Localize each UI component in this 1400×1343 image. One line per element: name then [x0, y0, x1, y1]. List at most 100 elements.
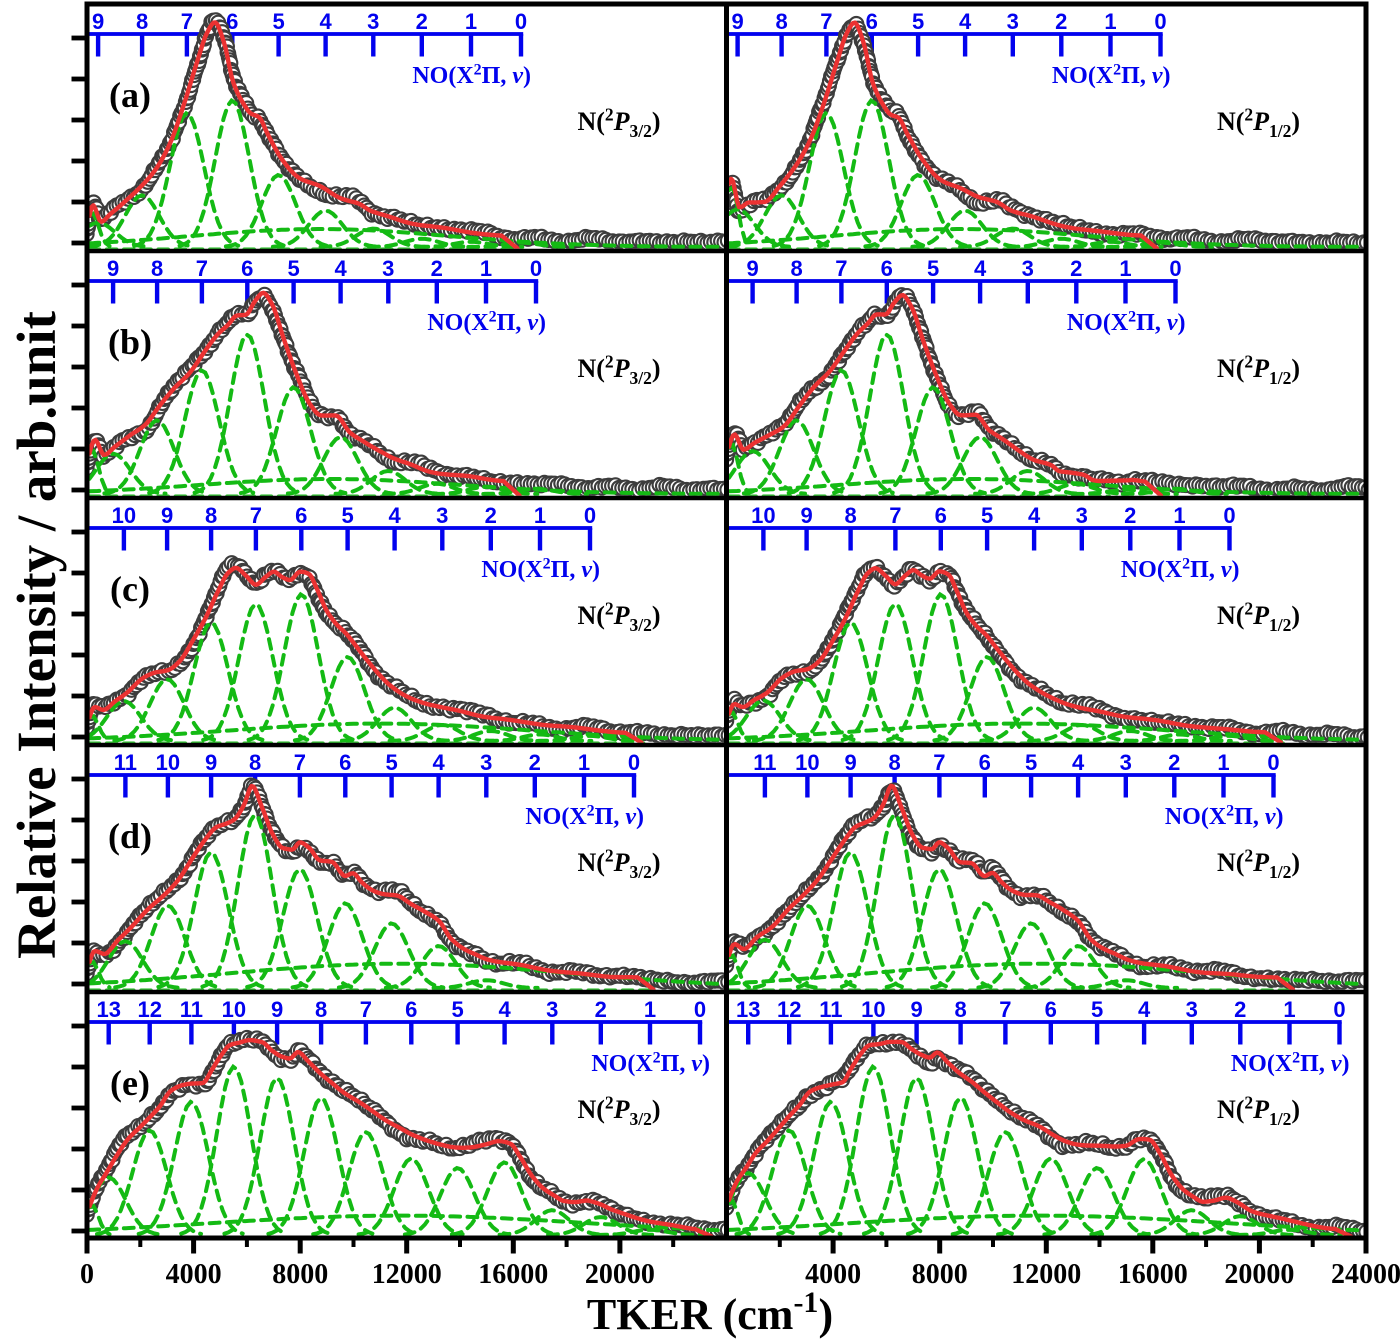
- svg-text:0: 0: [1154, 9, 1166, 34]
- svg-text:20000: 20000: [1224, 1259, 1294, 1290]
- svg-text:4: 4: [959, 9, 972, 34]
- svg-text:9: 9: [731, 9, 743, 34]
- svg-text:16000: 16000: [1118, 1259, 1188, 1290]
- svg-text:(b): (b): [108, 322, 152, 362]
- svg-text:8: 8: [136, 9, 148, 34]
- svg-text:N(2P1/2): N(2P1/2): [1217, 105, 1300, 142]
- svg-text:12: 12: [777, 997, 801, 1022]
- svg-text:0: 0: [628, 750, 640, 775]
- svg-text:0: 0: [1169, 256, 1181, 281]
- svg-text:12000: 12000: [1011, 1259, 1081, 1290]
- svg-text:8: 8: [775, 9, 787, 34]
- svg-text:9: 9: [92, 9, 104, 34]
- svg-text:13: 13: [736, 997, 760, 1022]
- svg-text:8: 8: [249, 750, 261, 775]
- svg-text:2: 2: [1124, 503, 1136, 528]
- svg-text:9: 9: [844, 750, 856, 775]
- svg-text:5: 5: [385, 750, 397, 775]
- svg-text:0: 0: [1267, 750, 1279, 775]
- svg-text:6: 6: [979, 750, 991, 775]
- svg-text:13: 13: [96, 997, 120, 1022]
- svg-text:3: 3: [1007, 9, 1019, 34]
- svg-text:11: 11: [180, 997, 203, 1022]
- svg-text:NO(X2Π, ν): NO(X2Π, ν): [427, 309, 546, 337]
- svg-text:5: 5: [287, 256, 299, 281]
- svg-text:4: 4: [1138, 997, 1151, 1022]
- svg-text:3: 3: [436, 503, 448, 528]
- svg-text:8: 8: [315, 997, 327, 1022]
- svg-text:3: 3: [382, 256, 394, 281]
- svg-text:6: 6: [1045, 997, 1057, 1022]
- svg-text:9: 9: [271, 997, 283, 1022]
- svg-text:NO(X2Π, ν): NO(X2Π, ν): [1067, 309, 1186, 337]
- svg-text:3: 3: [1120, 750, 1132, 775]
- svg-text:9: 9: [800, 503, 812, 528]
- svg-text:8: 8: [844, 503, 856, 528]
- svg-text:4000: 4000: [166, 1259, 222, 1290]
- svg-text:2: 2: [1070, 256, 1082, 281]
- svg-text:5: 5: [1091, 997, 1103, 1022]
- svg-text:4: 4: [1072, 750, 1085, 775]
- svg-text:(d): (d): [108, 816, 152, 856]
- svg-text:5: 5: [912, 9, 924, 34]
- svg-text:7: 7: [835, 256, 847, 281]
- svg-text:3: 3: [367, 9, 379, 34]
- svg-text:10: 10: [112, 503, 136, 528]
- svg-text:2: 2: [416, 9, 428, 34]
- svg-text:24000: 24000: [1331, 1259, 1400, 1290]
- svg-text:1: 1: [1104, 9, 1116, 34]
- svg-text:1: 1: [465, 9, 477, 34]
- svg-text:11: 11: [819, 997, 842, 1022]
- svg-text:5: 5: [927, 256, 939, 281]
- svg-text:8000: 8000: [912, 1259, 968, 1290]
- svg-text:2: 2: [485, 503, 497, 528]
- svg-text:5: 5: [451, 997, 463, 1022]
- svg-text:0: 0: [80, 1259, 94, 1290]
- svg-text:2: 2: [1055, 9, 1067, 34]
- svg-text:10: 10: [795, 750, 819, 775]
- svg-text:1: 1: [1173, 503, 1185, 528]
- svg-text:7: 7: [999, 997, 1011, 1022]
- svg-text:6: 6: [226, 9, 238, 34]
- svg-text:6: 6: [935, 503, 947, 528]
- svg-text:9: 9: [161, 503, 173, 528]
- svg-text:7: 7: [294, 750, 306, 775]
- svg-text:8: 8: [888, 750, 900, 775]
- svg-text:6: 6: [405, 997, 417, 1022]
- svg-text:20000: 20000: [585, 1259, 655, 1290]
- svg-text:6: 6: [881, 256, 893, 281]
- svg-text:N(2P1/2): N(2P1/2): [1217, 352, 1300, 389]
- svg-text:3: 3: [480, 750, 492, 775]
- svg-text:3: 3: [1076, 503, 1088, 528]
- svg-text:7: 7: [933, 750, 945, 775]
- svg-text:9: 9: [107, 256, 119, 281]
- svg-text:1: 1: [1283, 997, 1295, 1022]
- svg-text:6: 6: [339, 750, 351, 775]
- svg-text:0: 0: [1333, 997, 1345, 1022]
- svg-text:6: 6: [295, 503, 307, 528]
- svg-text:4: 4: [432, 750, 445, 775]
- svg-text:4: 4: [498, 997, 511, 1022]
- svg-text:NO(X2Π, ν): NO(X2Π, ν): [412, 62, 531, 90]
- svg-text:5: 5: [1025, 750, 1037, 775]
- svg-text:4: 4: [319, 9, 332, 34]
- svg-text:4: 4: [974, 256, 987, 281]
- svg-text:9: 9: [205, 750, 217, 775]
- svg-text:N(2P3/2): N(2P3/2): [577, 352, 660, 389]
- svg-text:11: 11: [114, 750, 137, 775]
- svg-text:0: 0: [584, 503, 596, 528]
- svg-text:7: 7: [820, 9, 832, 34]
- svg-text:1: 1: [534, 503, 546, 528]
- svg-text:7: 7: [181, 9, 193, 34]
- svg-text:3: 3: [1186, 997, 1198, 1022]
- svg-text:5: 5: [341, 503, 353, 528]
- svg-text:6: 6: [241, 256, 253, 281]
- svg-text:(a): (a): [109, 75, 151, 115]
- svg-text:NO(X2Π, ν): NO(X2Π, ν): [1165, 803, 1284, 831]
- svg-text:0: 0: [530, 256, 542, 281]
- svg-text:1: 1: [1119, 256, 1131, 281]
- svg-text:1: 1: [578, 750, 590, 775]
- svg-text:(e): (e): [110, 1063, 150, 1103]
- svg-text:4: 4: [1028, 503, 1041, 528]
- svg-text:NO(X2Π, ν): NO(X2Π, ν): [1052, 62, 1171, 90]
